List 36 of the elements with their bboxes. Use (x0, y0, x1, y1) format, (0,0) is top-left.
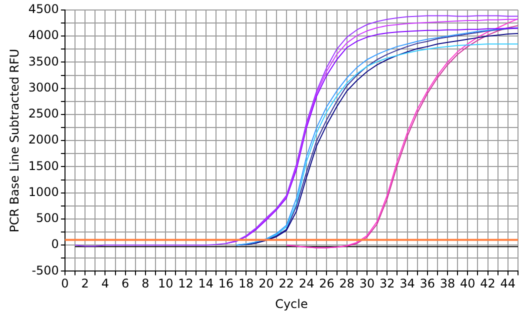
y-tick-label: 4500 (28, 2, 59, 16)
x-tick-label: 44 (500, 276, 516, 291)
x-tick-label: 6 (122, 276, 130, 291)
x-tick-label: 24 (298, 276, 314, 291)
y-tick-label: 4000 (28, 28, 59, 42)
x-tick-label: 0 (61, 276, 69, 291)
y-tick-label: 500 (36, 211, 59, 226)
x-tick-label: 18 (238, 276, 254, 291)
y-tick-label: 1000 (28, 184, 59, 199)
y-tick-label: 3500 (28, 54, 59, 68)
x-tick-label: 12 (178, 276, 194, 291)
y-tick-label: 1500 (28, 158, 59, 173)
x-tick-label: 42 (480, 276, 496, 291)
x-tick-label: 32 (379, 276, 395, 291)
x-tick-label: 14 (198, 276, 214, 291)
y-axis-title: PCR Base Line Subtracted RFU (7, 48, 22, 232)
x-tick-label: 30 (359, 276, 375, 291)
x-tick-label: 8 (142, 276, 150, 291)
x-tick-label: 22 (278, 276, 294, 291)
x-axis-title: Cycle (275, 296, 308, 311)
y-tick-label: 0 (51, 237, 59, 252)
x-tick-label: 36 (420, 276, 436, 291)
y-tick-label: 2500 (28, 106, 59, 121)
x-tick-label: 26 (319, 276, 334, 291)
x-tick-label: 16 (218, 276, 234, 291)
y-tick-label: -500 (32, 263, 59, 278)
x-tick-label: 10 (158, 276, 174, 291)
x-tick-label: 4 (101, 276, 110, 291)
x-tick-label: 2 (81, 276, 89, 291)
x-tick-label: 28 (339, 276, 354, 291)
x-tick-label: 34 (400, 276, 415, 291)
y-tick-label: 2000 (28, 132, 59, 147)
x-tick-label: 20 (258, 276, 274, 291)
x-tick-label: 40 (460, 276, 476, 291)
y-tick-label: 3000 (28, 80, 59, 94)
x-tick-label: 38 (440, 276, 456, 291)
